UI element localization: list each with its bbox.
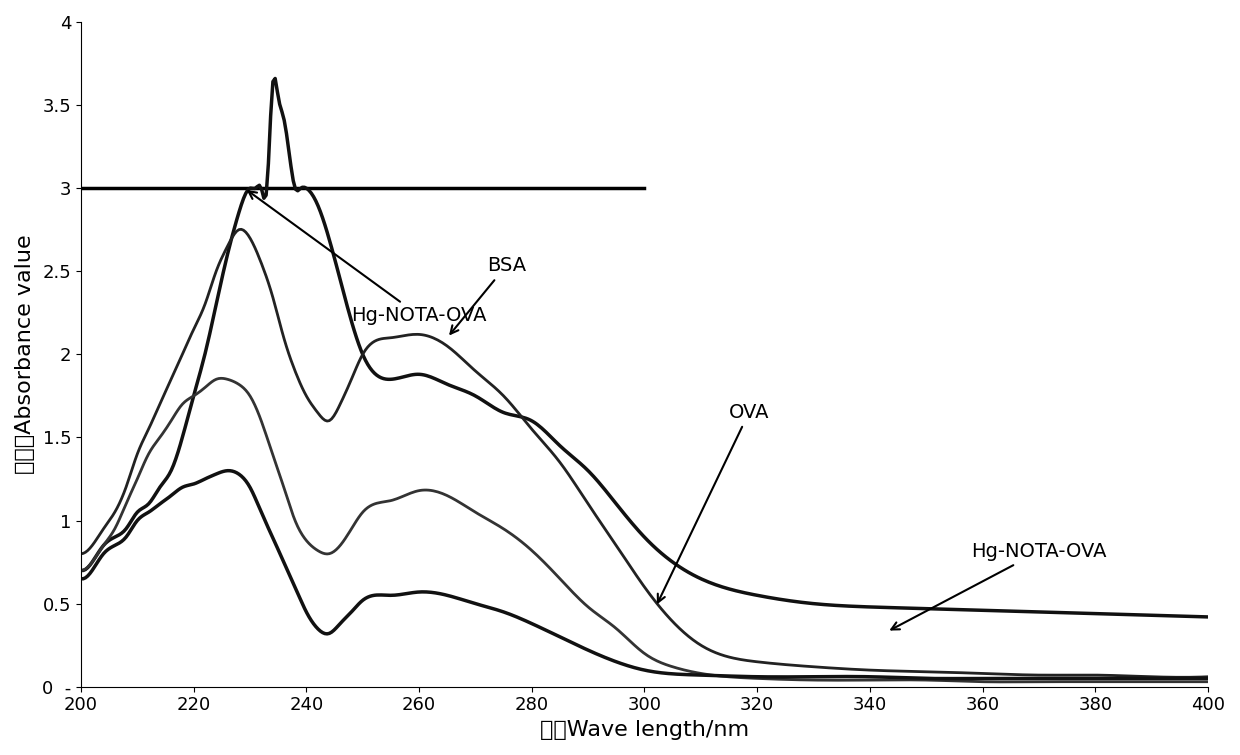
Text: Hg-NOTA-OVA: Hg-NOTA-OVA [248,191,487,325]
Text: BSA: BSA [450,256,526,334]
Y-axis label: 吸光値Absorbance value: 吸光値Absorbance value [15,235,35,474]
X-axis label: 波长Wave length/nm: 波长Wave length/nm [539,720,749,740]
Text: OVA: OVA [657,402,770,602]
Text: Hg-NOTA-OVA: Hg-NOTA-OVA [892,542,1107,630]
